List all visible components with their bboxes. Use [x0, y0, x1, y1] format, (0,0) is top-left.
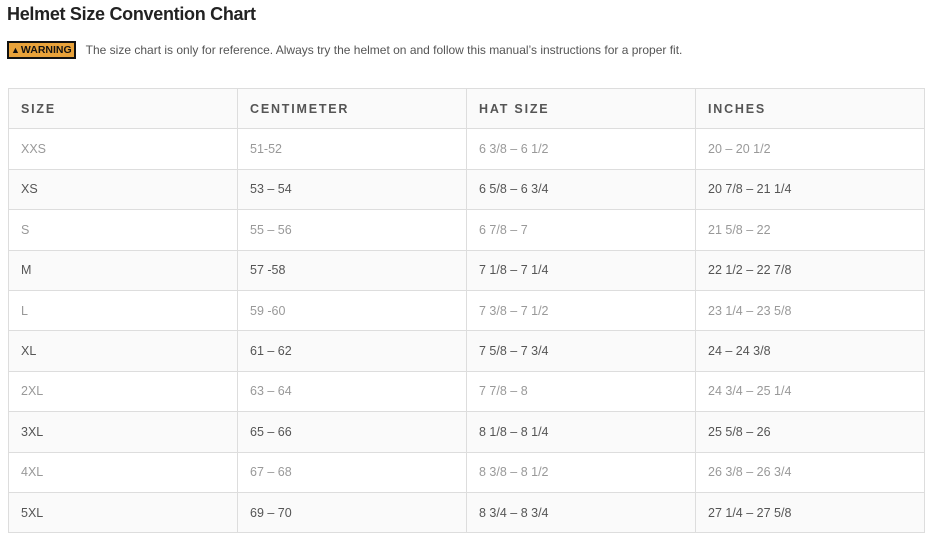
cell-centimeter: 57 -58: [237, 249, 467, 291]
cell-centimeter: 53 – 54: [237, 168, 467, 211]
cell-centimeter: 59 -60: [237, 289, 467, 332]
cell-centimeter: 67 – 68: [237, 451, 467, 493]
table-row: 5XL 69 – 70 8 3/4 – 8 3/4 27 1/4 – 27 5/8: [8, 491, 925, 534]
cell-centimeter: 69 – 70: [237, 491, 467, 534]
size-table: SIZE CENTIMETER HAT SIZE INCHES XXS 51-52…: [8, 87, 925, 534]
cell-centimeter: 51-52: [237, 128, 467, 170]
cell-size: 4XL: [8, 451, 238, 493]
table-row: L 59 -60 7 3/8 – 7 1/2 23 1/4 – 23 5/8: [8, 289, 925, 332]
header-hat-size: HAT SIZE: [466, 87, 696, 130]
table-row: XXS 51-52 6 3/8 – 6 1/2 20 – 20 1/2: [8, 128, 925, 170]
cell-hat-size: 7 5/8 – 7 3/4: [466, 330, 696, 372]
cell-hat-size: 7 7/8 – 8: [466, 370, 696, 413]
cell-inches: 20 7/8 – 21 1/4: [695, 168, 925, 211]
cell-inches: 27 1/4 – 27 5/8: [695, 491, 925, 534]
cell-hat-size: 8 1/8 – 8 1/4: [466, 411, 696, 453]
header-size: SIZE: [8, 87, 238, 130]
warning-triangle-icon: ▲: [11, 45, 20, 55]
table-row: M 57 -58 7 1/8 – 7 1/4 22 1/2 – 22 7/8: [8, 249, 925, 291]
cell-inches: 20 – 20 1/2: [695, 128, 925, 170]
header-centimeter: CENTIMETER: [237, 87, 467, 130]
cell-hat-size: 6 3/8 – 6 1/2: [466, 128, 696, 170]
cell-size: 3XL: [8, 411, 238, 453]
cell-hat-size: 7 3/8 – 7 1/2: [466, 289, 696, 332]
cell-size: 5XL: [8, 491, 238, 534]
cell-hat-size: 6 7/8 – 7: [466, 209, 696, 251]
cell-inches: 23 1/4 – 23 5/8: [695, 289, 925, 332]
table-row: 2XL 63 – 64 7 7/8 – 8 24 3/4 – 25 1/4: [8, 370, 925, 413]
cell-inches: 22 1/2 – 22 7/8: [695, 249, 925, 291]
cell-hat-size: 7 1/8 – 7 1/4: [466, 249, 696, 291]
cell-inches: 25 5/8 – 26: [695, 411, 925, 453]
cell-size: M: [8, 249, 238, 291]
cell-size: L: [8, 289, 238, 332]
warning-message: The size chart is only for reference. Al…: [85, 43, 683, 57]
cell-centimeter: 61 – 62: [237, 330, 467, 372]
cell-hat-size: 8 3/4 – 8 3/4: [466, 491, 696, 534]
cell-hat-size: 6 5/8 – 6 3/4: [466, 168, 696, 211]
table-row: 3XL 65 – 66 8 1/8 – 8 1/4 25 5/8 – 26: [8, 411, 925, 453]
cell-inches: 24 3/4 – 25 1/4: [695, 370, 925, 413]
cell-centimeter: 65 – 66: [237, 411, 467, 453]
warning-badge: ▲ WARNING: [7, 41, 76, 59]
table-header-row: SIZE CENTIMETER HAT SIZE INCHES: [8, 87, 925, 130]
cell-size: XL: [8, 330, 238, 372]
cell-centimeter: 63 – 64: [237, 370, 467, 413]
warning-badge-label: WARNING: [20, 44, 72, 56]
table-row: S 55 – 56 6 7/8 – 7 21 5/8 – 22: [8, 209, 925, 251]
cell-size: 2XL: [8, 370, 238, 413]
cell-hat-size: 8 3/8 – 8 1/2: [466, 451, 696, 493]
cell-size: XS: [8, 168, 238, 211]
table-row: XS 53 – 54 6 5/8 – 6 3/4 20 7/8 – 21 1/4: [8, 168, 925, 211]
table-row: XL 61 – 62 7 5/8 – 7 3/4 24 – 24 3/8: [8, 330, 925, 372]
warning-notice: ▲ WARNING The size chart is only for refe…: [7, 41, 682, 59]
table-row: 4XL 67 – 68 8 3/8 – 8 1/2 26 3/8 – 26 3/4: [8, 451, 925, 493]
cell-size: XXS: [8, 128, 238, 170]
cell-size: S: [8, 209, 238, 251]
cell-inches: 26 3/8 – 26 3/4: [695, 451, 925, 493]
header-inches: INCHES: [695, 87, 925, 130]
cell-centimeter: 55 – 56: [237, 209, 467, 251]
cell-inches: 24 – 24 3/8: [695, 330, 925, 372]
cell-inches: 21 5/8 – 22: [695, 209, 925, 251]
page-title: Helmet Size Convention Chart: [7, 4, 256, 24]
